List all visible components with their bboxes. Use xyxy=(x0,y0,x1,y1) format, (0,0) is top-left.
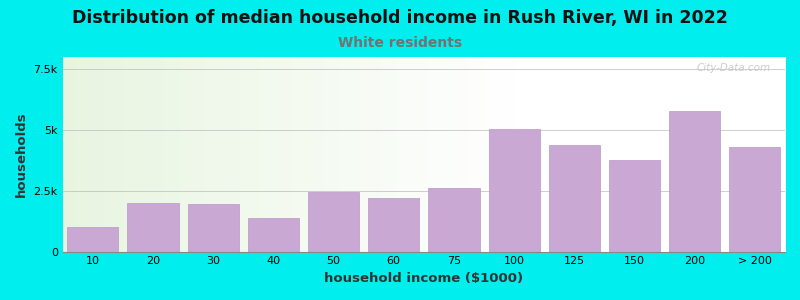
Bar xyxy=(609,160,660,252)
Bar xyxy=(67,227,118,252)
Text: White residents: White residents xyxy=(338,36,462,50)
X-axis label: household income ($1000): household income ($1000) xyxy=(324,272,523,285)
Bar xyxy=(308,192,359,252)
Bar xyxy=(549,145,600,252)
Bar xyxy=(187,204,238,252)
Y-axis label: households: households xyxy=(15,112,28,197)
Text: City-Data.com: City-Data.com xyxy=(697,63,770,73)
Text: Distribution of median household income in Rush River, WI in 2022: Distribution of median household income … xyxy=(72,9,728,27)
Bar xyxy=(730,147,781,252)
Bar xyxy=(248,218,299,252)
Bar xyxy=(428,188,479,252)
Bar xyxy=(127,203,178,252)
Bar xyxy=(368,198,419,252)
Bar xyxy=(489,129,540,252)
Bar xyxy=(669,110,720,252)
